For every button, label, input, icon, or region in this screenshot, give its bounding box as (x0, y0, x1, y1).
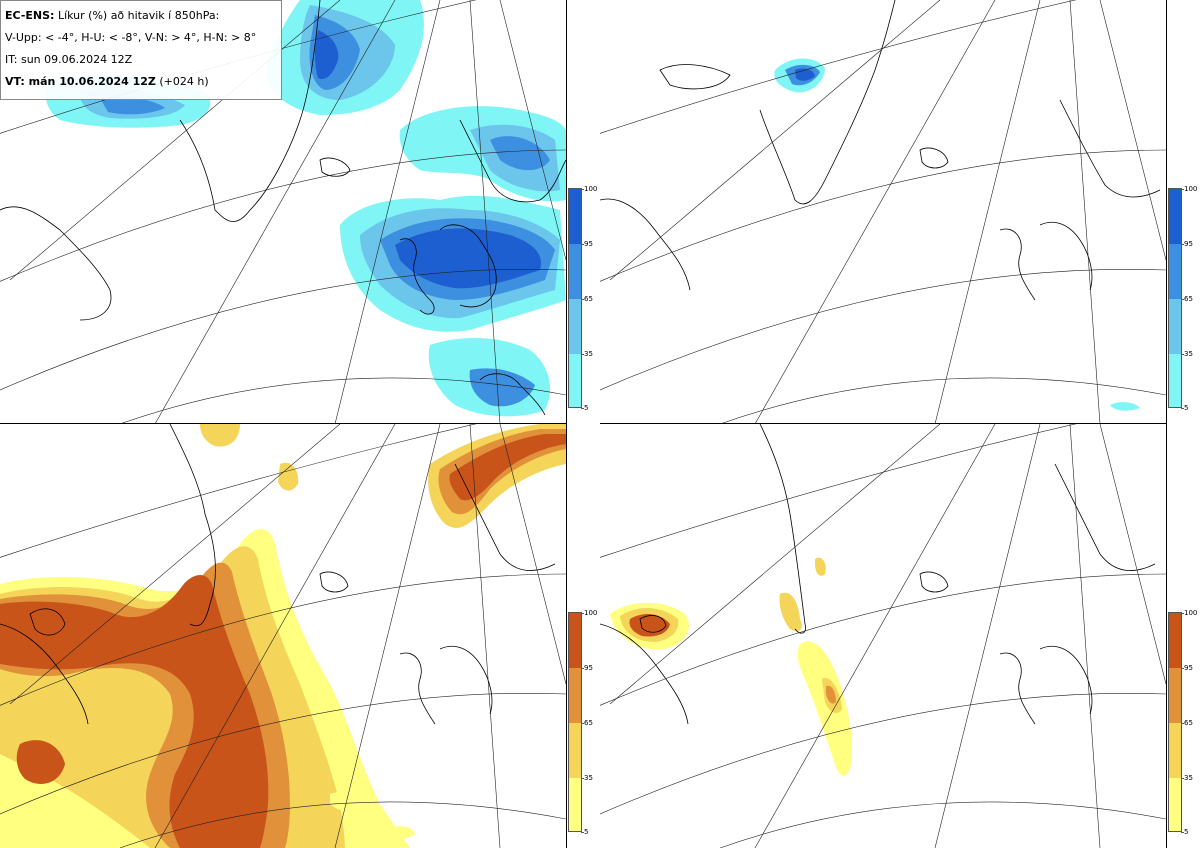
colorbar-tick: 35 (1181, 350, 1193, 358)
legend-line-1: EC-ENS: Líkur (%) að hitavik í 850hPa: (5, 5, 277, 27)
graticule (0, 424, 566, 848)
probability-field (0, 424, 566, 848)
map-warm-strong (600, 424, 1166, 848)
legend-line-3: IT: sun 09.06.2024 12Z (5, 53, 133, 66)
map-cold-weak (0, 0, 566, 424)
coastline (600, 0, 1161, 301)
colorbar-tick: 95 (581, 664, 593, 672)
legend-lead-time: (+024 h) (155, 75, 209, 88)
colorbar-blue (568, 188, 582, 408)
colorbar-orange (1168, 612, 1182, 832)
legend-line-2: V-Upp: < -4°, H-U: < -8°, V-N: > 4°, H-N… (5, 31, 257, 44)
colorbar-tick: 95 (1181, 664, 1193, 672)
legend-valid-time: VT: mán 10.06.2024 12Z (5, 75, 156, 88)
probability-field (774, 58, 1140, 411)
legend-box: EC-ENS: Líkur (%) að hitavik í 850hPa: V… (0, 0, 282, 100)
graticule (600, 0, 1166, 424)
colorbar-tick: 65 (1181, 719, 1193, 727)
legend-model: EC-ENS: (5, 9, 55, 22)
coastline (0, 424, 556, 725)
legend-title: Líkur (%) að hitavik í 850hPa: (54, 9, 220, 22)
colorbar-tick: 65 (1181, 295, 1193, 303)
colorbar-tick: 65 (581, 295, 593, 303)
colorbar-tick: 5 (1180, 828, 1189, 836)
colorbar-orange (568, 612, 582, 832)
panel-top-left: 100 95 65 35 5 EC-ENS: Líkur (%) að hita… (0, 0, 600, 424)
colorbar-tick: 65 (581, 719, 593, 727)
panel-top-right: 100 95 65 35 5 (600, 0, 1200, 424)
probability-field (610, 557, 852, 776)
colorbar-tick: 35 (1181, 774, 1193, 782)
map-cold-strong (600, 0, 1166, 424)
coastline (600, 424, 1156, 725)
colorbar-tick: 100 (1180, 609, 1198, 617)
coastline (0, 0, 566, 416)
colorbar-tick: 100 (580, 185, 598, 193)
probability-field (45, 0, 566, 417)
colorbar-tick: 95 (1181, 240, 1193, 248)
panel-bottom-right: 100 95 65 35 5 (600, 424, 1200, 848)
colorbar-tick: 5 (1180, 404, 1189, 412)
colorbar-tick: 100 (1180, 185, 1198, 193)
colorbar-tick: 95 (581, 240, 593, 248)
colorbar-tick: 5 (580, 828, 589, 836)
legend-line-4: VT: mán 10.06.2024 12Z (+024 h) (5, 71, 277, 93)
colorbar-blue (1168, 188, 1182, 408)
map-warm-weak (0, 424, 566, 848)
panel-bottom-left: 100 95 65 35 5 (0, 424, 600, 848)
colorbar-tick: 35 (581, 350, 593, 358)
colorbar-tick: 5 (580, 404, 589, 412)
colorbar-tick: 35 (581, 774, 593, 782)
colorbar-tick: 100 (580, 609, 598, 617)
graticule (600, 424, 1166, 848)
